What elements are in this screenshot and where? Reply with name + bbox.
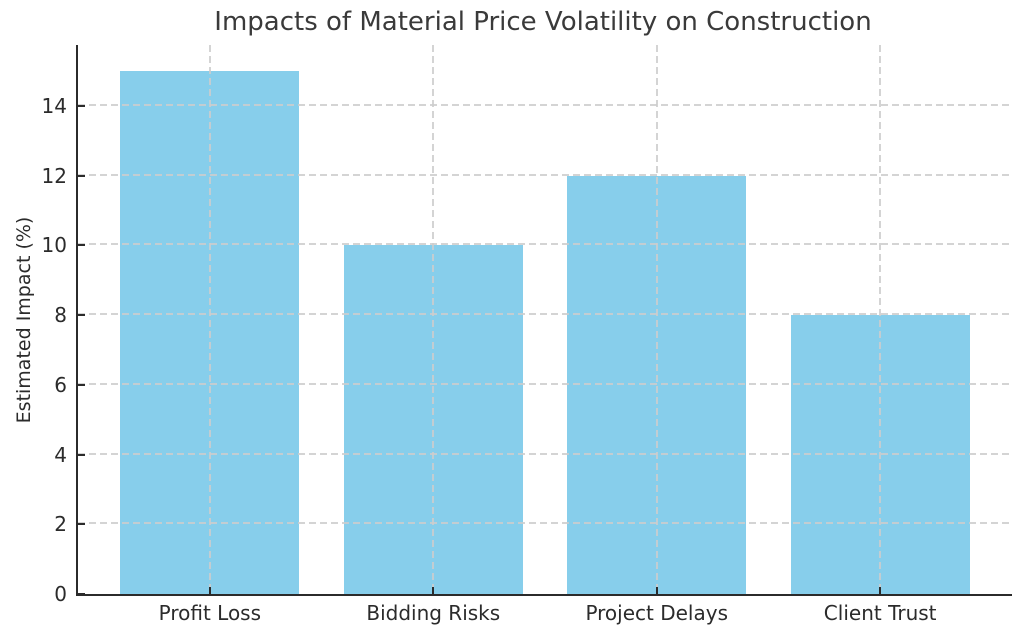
y-tick-mark: [78, 105, 85, 107]
x-tick-mark: [208, 587, 211, 594]
y-tick-mark: [78, 174, 85, 177]
y-tick-label: 4: [54, 442, 67, 467]
y-gridline: [78, 173, 1012, 176]
y-tick-label: 12: [41, 163, 67, 188]
y-gridline: [78, 313, 1012, 316]
y-gridline: [78, 522, 1012, 525]
x-gridline: [879, 45, 882, 594]
y-gridline: [78, 382, 1012, 385]
y-tick-label: 2: [54, 512, 67, 537]
x-tick-mark: [655, 587, 658, 594]
y-tick-mark: [78, 453, 85, 456]
y-gridline: [78, 452, 1012, 455]
y-tick-label: 10: [41, 233, 67, 258]
x-tick-label: Project Delays: [585, 601, 728, 625]
x-tick-mark: [432, 587, 435, 594]
y-gridline: [78, 243, 1012, 246]
y-tick-mark: [78, 593, 85, 595]
y-tick-label: 14: [41, 94, 67, 118]
y-tick-mark: [78, 244, 85, 247]
y-axis-label: Estimated Impact (%): [13, 216, 35, 423]
y-gridline: [78, 104, 1012, 106]
y-tick-mark: [78, 383, 85, 386]
x-tick-mark: [879, 587, 882, 594]
x-tick-label: Profit Loss: [158, 601, 262, 625]
plot-area: Estimated Impact (%) 0 2 4 6 8 10 12 14 Profit L…: [13, 45, 1012, 624]
x-tick-label: Client Trust: [823, 601, 937, 625]
chart-title: Impacts of Material Price Volatility on …: [214, 7, 872, 37]
x-gridline: [208, 45, 211, 594]
y-tick-mark: [78, 523, 85, 526]
y-tick-label: 6: [54, 372, 67, 397]
x-tick-label: Bidding Risks: [366, 601, 501, 625]
y-tick-mark: [78, 314, 85, 317]
y-tick-label: 8: [54, 303, 67, 328]
x-gridline: [655, 45, 658, 594]
y-tick-label: 0: [54, 582, 67, 606]
x-gridline: [432, 45, 435, 594]
